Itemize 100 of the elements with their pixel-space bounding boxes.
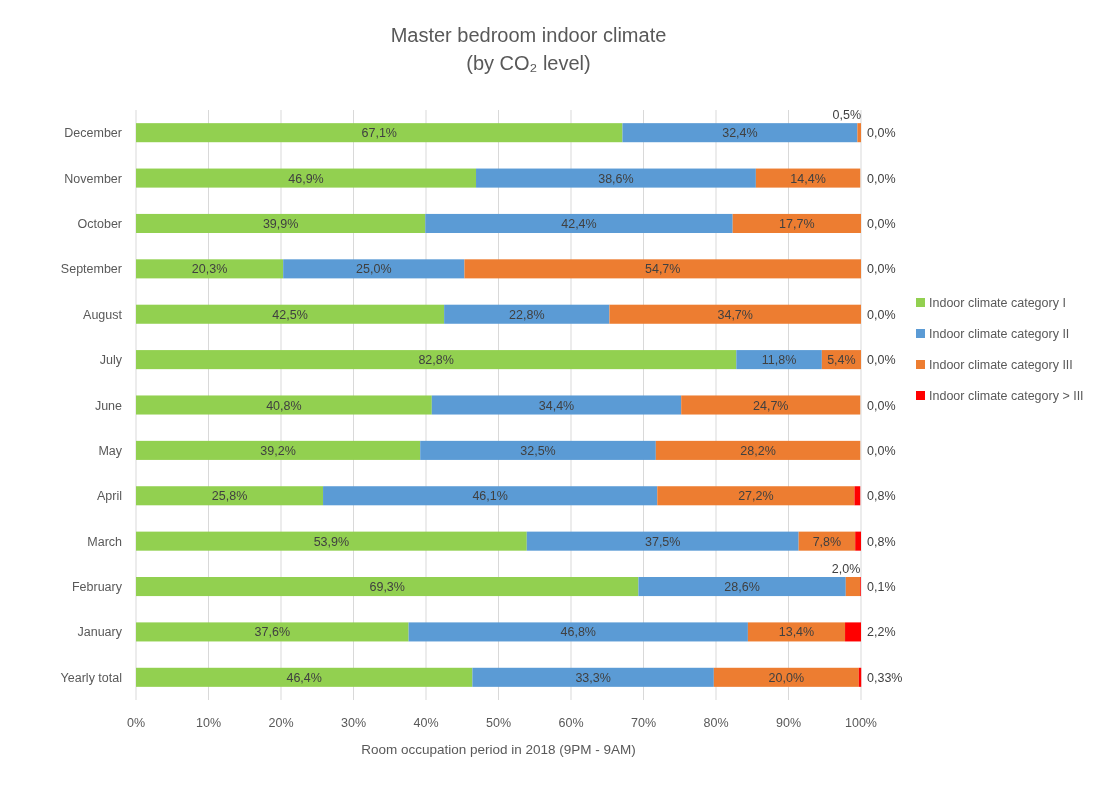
data-label: 69,3% <box>369 580 405 595</box>
y-tick-label: March <box>87 534 123 549</box>
data-label: 28,2% <box>740 443 776 458</box>
y-tick-label: November <box>64 171 122 186</box>
bar <box>444 304 610 324</box>
data-label: 25,8% <box>211 489 248 504</box>
data-label: 20,3% <box>191 262 228 277</box>
bar <box>622 123 858 143</box>
y-tick-label: September <box>60 262 122 277</box>
bar <box>136 213 426 233</box>
data-label: 0,0% <box>867 216 896 231</box>
y-tick-label: April <box>96 489 122 504</box>
bar <box>464 259 861 279</box>
legend-label: Indoor climate category III <box>929 358 1073 372</box>
bar <box>136 350 737 370</box>
y-tick-label: December <box>64 126 122 141</box>
bar <box>845 622 861 642</box>
x-tick-label: 90% <box>775 716 802 730</box>
bar <box>136 259 284 279</box>
x-tick-label: 70% <box>630 716 657 730</box>
y-tick-label: May <box>98 443 123 458</box>
data-label: 2,2% <box>867 625 896 640</box>
bar <box>136 667 473 687</box>
x-tick-label: 100% <box>845 716 877 730</box>
data-label: 24,7% <box>753 398 789 413</box>
data-label: 40,8% <box>266 398 302 413</box>
chart-subtitle: (by CO₂ level) <box>466 52 591 74</box>
bar <box>323 486 658 506</box>
bar <box>136 622 409 642</box>
bar <box>431 395 682 415</box>
data-label: 54,7% <box>644 262 681 277</box>
bar <box>136 531 527 551</box>
bar <box>283 259 465 279</box>
bar <box>420 440 656 460</box>
x-tick-label: 10% <box>195 716 222 730</box>
x-tick-label: 0% <box>126 716 146 730</box>
y-tick-label: February <box>71 580 123 595</box>
bar <box>136 304 445 324</box>
bar <box>732 213 861 233</box>
data-label: 53,9% <box>313 534 350 549</box>
bar <box>713 667 859 687</box>
data-label: 27,2% <box>738 489 774 504</box>
bar <box>476 168 756 188</box>
legend-label: Indoor climate category > III <box>929 389 1084 403</box>
data-label: 37,5% <box>644 534 681 549</box>
data-label: 0,8% <box>867 489 896 504</box>
bar <box>472 667 714 687</box>
bar <box>857 123 861 143</box>
data-label: 0,0% <box>867 443 896 458</box>
y-tick-label: August <box>83 307 123 322</box>
data-label: 38,6% <box>598 171 634 186</box>
y-tick-label: June <box>94 398 123 413</box>
data-label: 42,5% <box>272 307 308 322</box>
bar <box>655 440 861 460</box>
data-label: 22,8% <box>509 307 545 322</box>
bar <box>136 440 421 460</box>
data-label: 67,1% <box>361 126 397 141</box>
bar <box>855 531 861 551</box>
bar <box>408 622 748 642</box>
legend-label: Indoor climate category II <box>929 327 1070 341</box>
data-label: 25,0% <box>356 262 392 277</box>
bar <box>657 486 855 506</box>
data-label: 0,0% <box>867 126 896 141</box>
bar <box>425 213 733 233</box>
data-label: 7,8% <box>812 534 842 549</box>
bar <box>638 577 846 597</box>
x-tick-label: 20% <box>268 716 294 730</box>
data-label: 34,4% <box>538 398 575 413</box>
data-label: 0,5% <box>832 108 861 123</box>
data-label: 37,6% <box>254 625 291 640</box>
bar <box>681 395 861 415</box>
data-label: 46,8% <box>560 625 596 640</box>
data-label: 33,3% <box>575 670 611 685</box>
y-tick-label: July <box>99 353 123 368</box>
data-label: 0,0% <box>867 353 896 368</box>
data-label: 0,33% <box>867 670 903 685</box>
data-label: 82,8% <box>418 353 454 368</box>
data-label: 0,1% <box>867 580 896 595</box>
data-label: 46,4% <box>286 670 322 685</box>
data-label: 2,0% <box>831 562 861 577</box>
bar <box>845 577 861 597</box>
y-tick-label: Yearly total <box>60 670 122 685</box>
bar <box>136 486 324 506</box>
y-tick-label: January <box>77 625 123 640</box>
bar <box>854 486 861 506</box>
data-label: 17,7% <box>779 216 815 231</box>
data-label: 28,6% <box>724 580 760 595</box>
x-tick-label: 30% <box>340 716 367 730</box>
data-label: 42,4% <box>561 216 597 231</box>
bar <box>136 168 477 188</box>
chart-title: Master bedroom indoor climate <box>390 24 667 46</box>
bar <box>609 304 861 324</box>
data-label: 46,1% <box>472 489 508 504</box>
data-label: 11,8% <box>761 353 797 368</box>
data-label: 39,9% <box>262 216 299 231</box>
bar <box>755 168 861 188</box>
bar <box>136 395 432 415</box>
data-label: 14,4% <box>790 171 826 186</box>
x-axis-title: Room occupation period in 2018 (9PM - 9AM) <box>361 742 636 757</box>
data-label: 5,4% <box>827 353 856 368</box>
